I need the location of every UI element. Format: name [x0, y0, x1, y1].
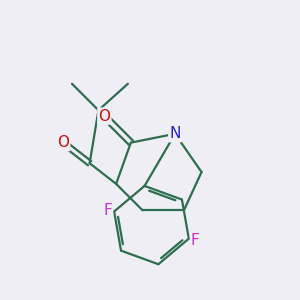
- Text: O: O: [98, 109, 110, 124]
- Text: O: O: [57, 135, 69, 150]
- Text: N: N: [169, 126, 181, 141]
- Text: F: F: [103, 202, 112, 217]
- Text: F: F: [191, 233, 200, 248]
